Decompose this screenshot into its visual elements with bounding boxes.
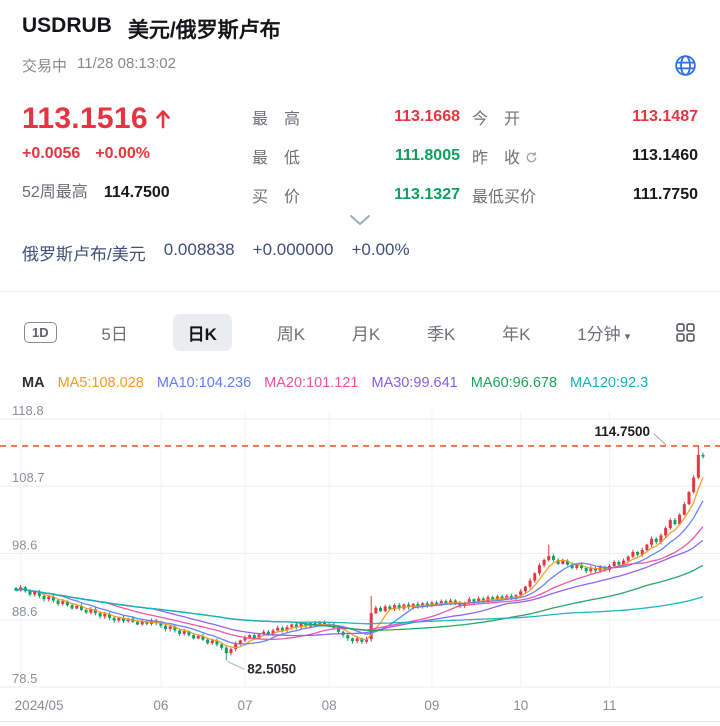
x-axis-label: 10 bbox=[513, 698, 528, 713]
low-annotation-label: 82.5050 bbox=[247, 661, 296, 676]
quote-label-bid: 买 价 bbox=[252, 189, 301, 206]
x-axis-label: 08 bbox=[322, 698, 337, 713]
quote-label-low: 最 低 bbox=[252, 150, 301, 167]
ma-prefix: MA bbox=[22, 375, 45, 391]
last-price: 113.1516 bbox=[22, 102, 252, 136]
inverse-pair-name: 俄罗斯卢布/美元 bbox=[22, 245, 146, 264]
ma-item-4: MA60:96.678 bbox=[470, 375, 558, 391]
price-change-pct: +0.00% bbox=[95, 145, 150, 162]
quote-datetime: 11/28 08:13:02 bbox=[77, 55, 176, 72]
grid-layout-icon[interactable] bbox=[675, 322, 696, 343]
quote-label-prev-close: 昨 收 bbox=[472, 144, 538, 168]
y-axis-label: 98.6 bbox=[12, 537, 37, 552]
candlestick-chart-svg: 114.7500 82.5050 2024/05 06 07 08 09 10 11 118.8 1… bbox=[0, 402, 720, 713]
quote-value-prev-close: 113.1460 bbox=[632, 147, 698, 164]
tab-quarter-k[interactable]: 季K bbox=[426, 325, 456, 344]
quote-label-lowest-bid: 最低买价 bbox=[472, 189, 537, 206]
divider bbox=[0, 291, 720, 292]
tab-year-k[interactable]: 年K bbox=[502, 325, 531, 344]
quote-grid: 最 高 113.1668 今 开 113.1487 最 低 111.8005 昨 收 113.… bbox=[252, 102, 698, 207]
tab-bar: 1D 5日 日K 周K 月K 季K 年K 1分钟 ▾ bbox=[0, 292, 720, 351]
wk52-high-label: 52周最高 bbox=[22, 184, 88, 201]
inverse-rate-change-pct: +0.00% bbox=[351, 240, 410, 259]
y-axis-label: 78.5 bbox=[12, 671, 37, 686]
ma-item-3: MA30:99.641 bbox=[371, 375, 458, 391]
quote-panel: 113.1516 +0.0056 +0.00% 52周最高 114.7500 最… bbox=[0, 78, 720, 207]
page-title: USDRUB 美元/俄罗斯卢布 bbox=[22, 14, 698, 44]
tab-day-k[interactable]: 日K bbox=[172, 314, 232, 351]
last-price-value: 113.1516 bbox=[22, 102, 148, 135]
inverse-rate-change: +0.000000 bbox=[252, 240, 334, 259]
ma-legend: MA MA5:108.028 MA10:104.236 MA20:101.121 MA… bbox=[0, 351, 720, 391]
bottom-divider bbox=[0, 721, 720, 726]
quote-value-high: 113.1668 bbox=[394, 108, 460, 125]
trading-status: 交易中 bbox=[22, 58, 68, 75]
tab-week-k[interactable]: 周K bbox=[276, 325, 306, 344]
y-axis-label: 118.8 bbox=[12, 403, 44, 418]
ma-item-1: MA10:104.236 bbox=[156, 375, 252, 391]
header: USDRUB 美元/俄罗斯卢布 交易中 11/28 08:13:02 bbox=[0, 0, 720, 78]
up-arrow-icon bbox=[155, 108, 171, 130]
price-change: +0.0056 bbox=[22, 145, 81, 162]
candlestick-chart[interactable]: 114.7500 82.5050 2024/05 06 07 08 09 10 11 118.8 1… bbox=[0, 397, 720, 719]
tab-1d[interactable]: 1D bbox=[24, 322, 57, 343]
tab-5d[interactable]: 5日 bbox=[101, 325, 128, 344]
x-axis-label: 07 bbox=[237, 698, 252, 713]
x-axis-label: 06 bbox=[153, 698, 168, 713]
y-axis-label: 108.7 bbox=[12, 470, 45, 485]
wk52-high-value: 114.7500 bbox=[103, 184, 170, 201]
expand-chevron-icon[interactable] bbox=[349, 214, 371, 226]
tab-month-k[interactable]: 月K bbox=[351, 325, 381, 344]
quote-label-high: 最 高 bbox=[252, 111, 301, 128]
quote-value-open: 113.1487 bbox=[632, 108, 698, 125]
y-axis-label: 88.6 bbox=[12, 604, 37, 619]
quote-value-low: 111.8005 bbox=[395, 147, 460, 164]
quote-label-open: 今 开 bbox=[472, 111, 521, 128]
inverse-rate-row[interactable]: 俄罗斯卢布/美元 0.008838 +0.000000 +0.00% bbox=[0, 227, 720, 265]
globe-icon[interactable] bbox=[673, 53, 698, 78]
ma-item-5: MA120:92.3 bbox=[570, 375, 649, 391]
ma-item-2: MA20:101.121 bbox=[264, 375, 359, 391]
x-axis-label: 09 bbox=[424, 698, 439, 713]
pair-name: 美元/俄罗斯卢布 bbox=[127, 19, 281, 42]
inverse-rate-value: 0.008838 bbox=[163, 240, 235, 259]
caret-down-icon: ▾ bbox=[624, 331, 631, 343]
symbol: USDRUB bbox=[22, 14, 112, 37]
resistance-label: 114.7500 bbox=[594, 424, 650, 439]
quote-value-lowest-bid: 111.7750 bbox=[633, 186, 698, 203]
prev-close-refresh-icon[interactable] bbox=[525, 151, 538, 164]
quote-value-bid: 113.1327 bbox=[394, 186, 460, 203]
tab-1min[interactable]: 1分钟 ▾ bbox=[577, 325, 631, 344]
x-axis-label: 2024/05 bbox=[15, 698, 64, 713]
x-axis-label: 11 bbox=[603, 698, 617, 713]
ma-item-0: MA5:108.028 bbox=[57, 375, 144, 391]
